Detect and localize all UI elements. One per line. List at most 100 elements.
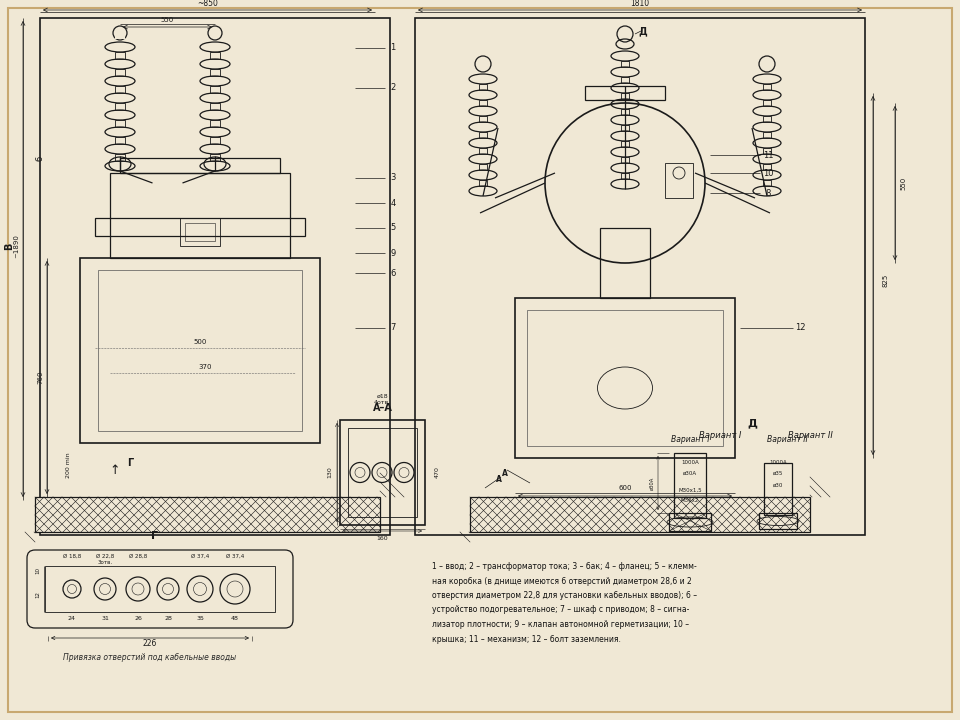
Bar bbox=[763, 164, 771, 170]
Text: 600: 600 bbox=[618, 485, 632, 491]
Bar bbox=[763, 132, 771, 138]
Text: 825: 825 bbox=[882, 274, 888, 287]
Bar bbox=[479, 84, 487, 90]
Text: 28: 28 bbox=[164, 616, 172, 621]
Bar bbox=[80, 258, 320, 443]
Text: 1000А: 1000А bbox=[682, 461, 699, 466]
Text: Ø 22,8
3отв.: Ø 22,8 3отв. bbox=[96, 554, 114, 564]
Text: 12: 12 bbox=[795, 323, 805, 333]
Text: Ø 37,4: Ø 37,4 bbox=[226, 554, 244, 559]
Text: 6: 6 bbox=[391, 269, 396, 277]
Text: ø30: ø30 bbox=[773, 482, 783, 487]
Text: 200 min: 200 min bbox=[65, 452, 70, 478]
Bar bbox=[669, 513, 711, 531]
Text: А: А bbox=[496, 475, 502, 485]
Text: 35: 35 bbox=[196, 616, 204, 621]
Text: 3: 3 bbox=[391, 174, 396, 182]
Bar bbox=[210, 103, 220, 110]
Bar bbox=[479, 116, 487, 122]
Bar bbox=[115, 52, 125, 59]
Bar bbox=[621, 125, 629, 131]
Bar bbox=[110, 173, 290, 258]
Text: А–А: А–А bbox=[372, 403, 393, 413]
Text: ная коробка (в днище имеются 6 отверстий диаметром 28,6 и 2: ная коробка (в днище имеются 6 отверстий… bbox=[432, 577, 692, 585]
Bar bbox=[479, 148, 487, 154]
Bar bbox=[479, 180, 487, 186]
Bar bbox=[621, 93, 629, 99]
Bar bbox=[115, 154, 125, 161]
Bar bbox=[674, 453, 706, 518]
Text: Ø 28,8: Ø 28,8 bbox=[129, 554, 147, 559]
Text: 1810: 1810 bbox=[631, 0, 650, 7]
Bar bbox=[470, 497, 810, 532]
Text: 8: 8 bbox=[765, 189, 771, 197]
Text: Вариант II: Вариант II bbox=[787, 431, 832, 439]
Text: 550: 550 bbox=[161, 17, 174, 23]
Bar bbox=[180, 218, 220, 246]
Bar bbox=[665, 163, 693, 198]
Bar bbox=[415, 18, 865, 535]
Bar bbox=[600, 228, 650, 298]
Text: Вариант I: Вариант I bbox=[699, 431, 741, 439]
Bar bbox=[763, 84, 771, 90]
Text: 9: 9 bbox=[391, 248, 396, 258]
Text: 10: 10 bbox=[36, 567, 40, 575]
Bar bbox=[210, 69, 220, 76]
Bar bbox=[763, 180, 771, 186]
Text: 1: 1 bbox=[391, 43, 396, 53]
Text: 2: 2 bbox=[391, 84, 396, 92]
Bar bbox=[120, 158, 280, 173]
Text: Г: Г bbox=[127, 458, 133, 468]
Bar bbox=[210, 86, 220, 93]
Text: крышка; 11 – механизм; 12 – болт заземления.: крышка; 11 – механизм; 12 – болт заземле… bbox=[432, 634, 621, 644]
Bar bbox=[115, 120, 125, 127]
Text: ø30А: ø30А bbox=[683, 470, 697, 475]
Text: ~1890: ~1890 bbox=[13, 235, 19, 258]
Bar bbox=[115, 33, 125, 39]
Text: Вариант I: Вариант I bbox=[671, 436, 709, 444]
Text: Привязка отверстий под кабельные вводы: Привязка отверстий под кабельные вводы bbox=[63, 654, 236, 662]
Text: 48: 48 bbox=[231, 616, 239, 621]
Text: ø18: ø18 bbox=[376, 394, 388, 398]
Text: 4: 4 bbox=[391, 199, 396, 207]
Text: лизатор плотности; 9 – клапан автономной герметизации; 10 –: лизатор плотности; 9 – клапан автономной… bbox=[432, 620, 689, 629]
Bar bbox=[621, 141, 629, 147]
Bar bbox=[45, 566, 275, 612]
Bar bbox=[764, 463, 792, 515]
Text: 4отв.: 4отв. bbox=[373, 400, 391, 405]
Bar bbox=[115, 103, 125, 110]
Text: 1000А: 1000А bbox=[769, 461, 787, 466]
Text: 226: 226 bbox=[143, 639, 157, 649]
Text: 24: 24 bbox=[68, 616, 76, 621]
Text: Ø 18,8: Ø 18,8 bbox=[62, 554, 82, 559]
Text: 130: 130 bbox=[327, 467, 332, 478]
Text: 11: 11 bbox=[763, 150, 773, 160]
Text: б: б bbox=[36, 156, 44, 161]
Text: М30х1,5: М30х1,5 bbox=[678, 487, 702, 492]
Text: Вариант II: Вариант II bbox=[767, 436, 807, 444]
Bar bbox=[763, 148, 771, 154]
Bar bbox=[763, 116, 771, 122]
Text: 370: 370 bbox=[199, 364, 212, 370]
Bar bbox=[340, 420, 425, 525]
Bar bbox=[115, 86, 125, 93]
Bar bbox=[98, 270, 302, 431]
Bar bbox=[210, 120, 220, 127]
Text: 12: 12 bbox=[36, 590, 40, 598]
Text: ø35: ø35 bbox=[773, 470, 783, 475]
Bar bbox=[585, 86, 665, 100]
Text: 5: 5 bbox=[391, 223, 396, 233]
Text: 7: 7 bbox=[391, 323, 396, 333]
Text: 470: 470 bbox=[435, 467, 440, 478]
Bar bbox=[621, 157, 629, 163]
Text: отверстия диаметром 22,8 для установки кабельных вводов); 6 –: отверстия диаметром 22,8 для установки к… bbox=[432, 591, 697, 600]
Text: 760: 760 bbox=[37, 371, 43, 384]
Text: Ø 37,4: Ø 37,4 bbox=[191, 554, 209, 559]
Bar bbox=[35, 497, 380, 532]
Bar bbox=[621, 77, 629, 83]
Bar bbox=[527, 310, 723, 446]
Bar bbox=[95, 218, 305, 236]
Bar bbox=[621, 109, 629, 115]
Text: Д: Д bbox=[747, 418, 756, 428]
Bar bbox=[759, 513, 797, 529]
